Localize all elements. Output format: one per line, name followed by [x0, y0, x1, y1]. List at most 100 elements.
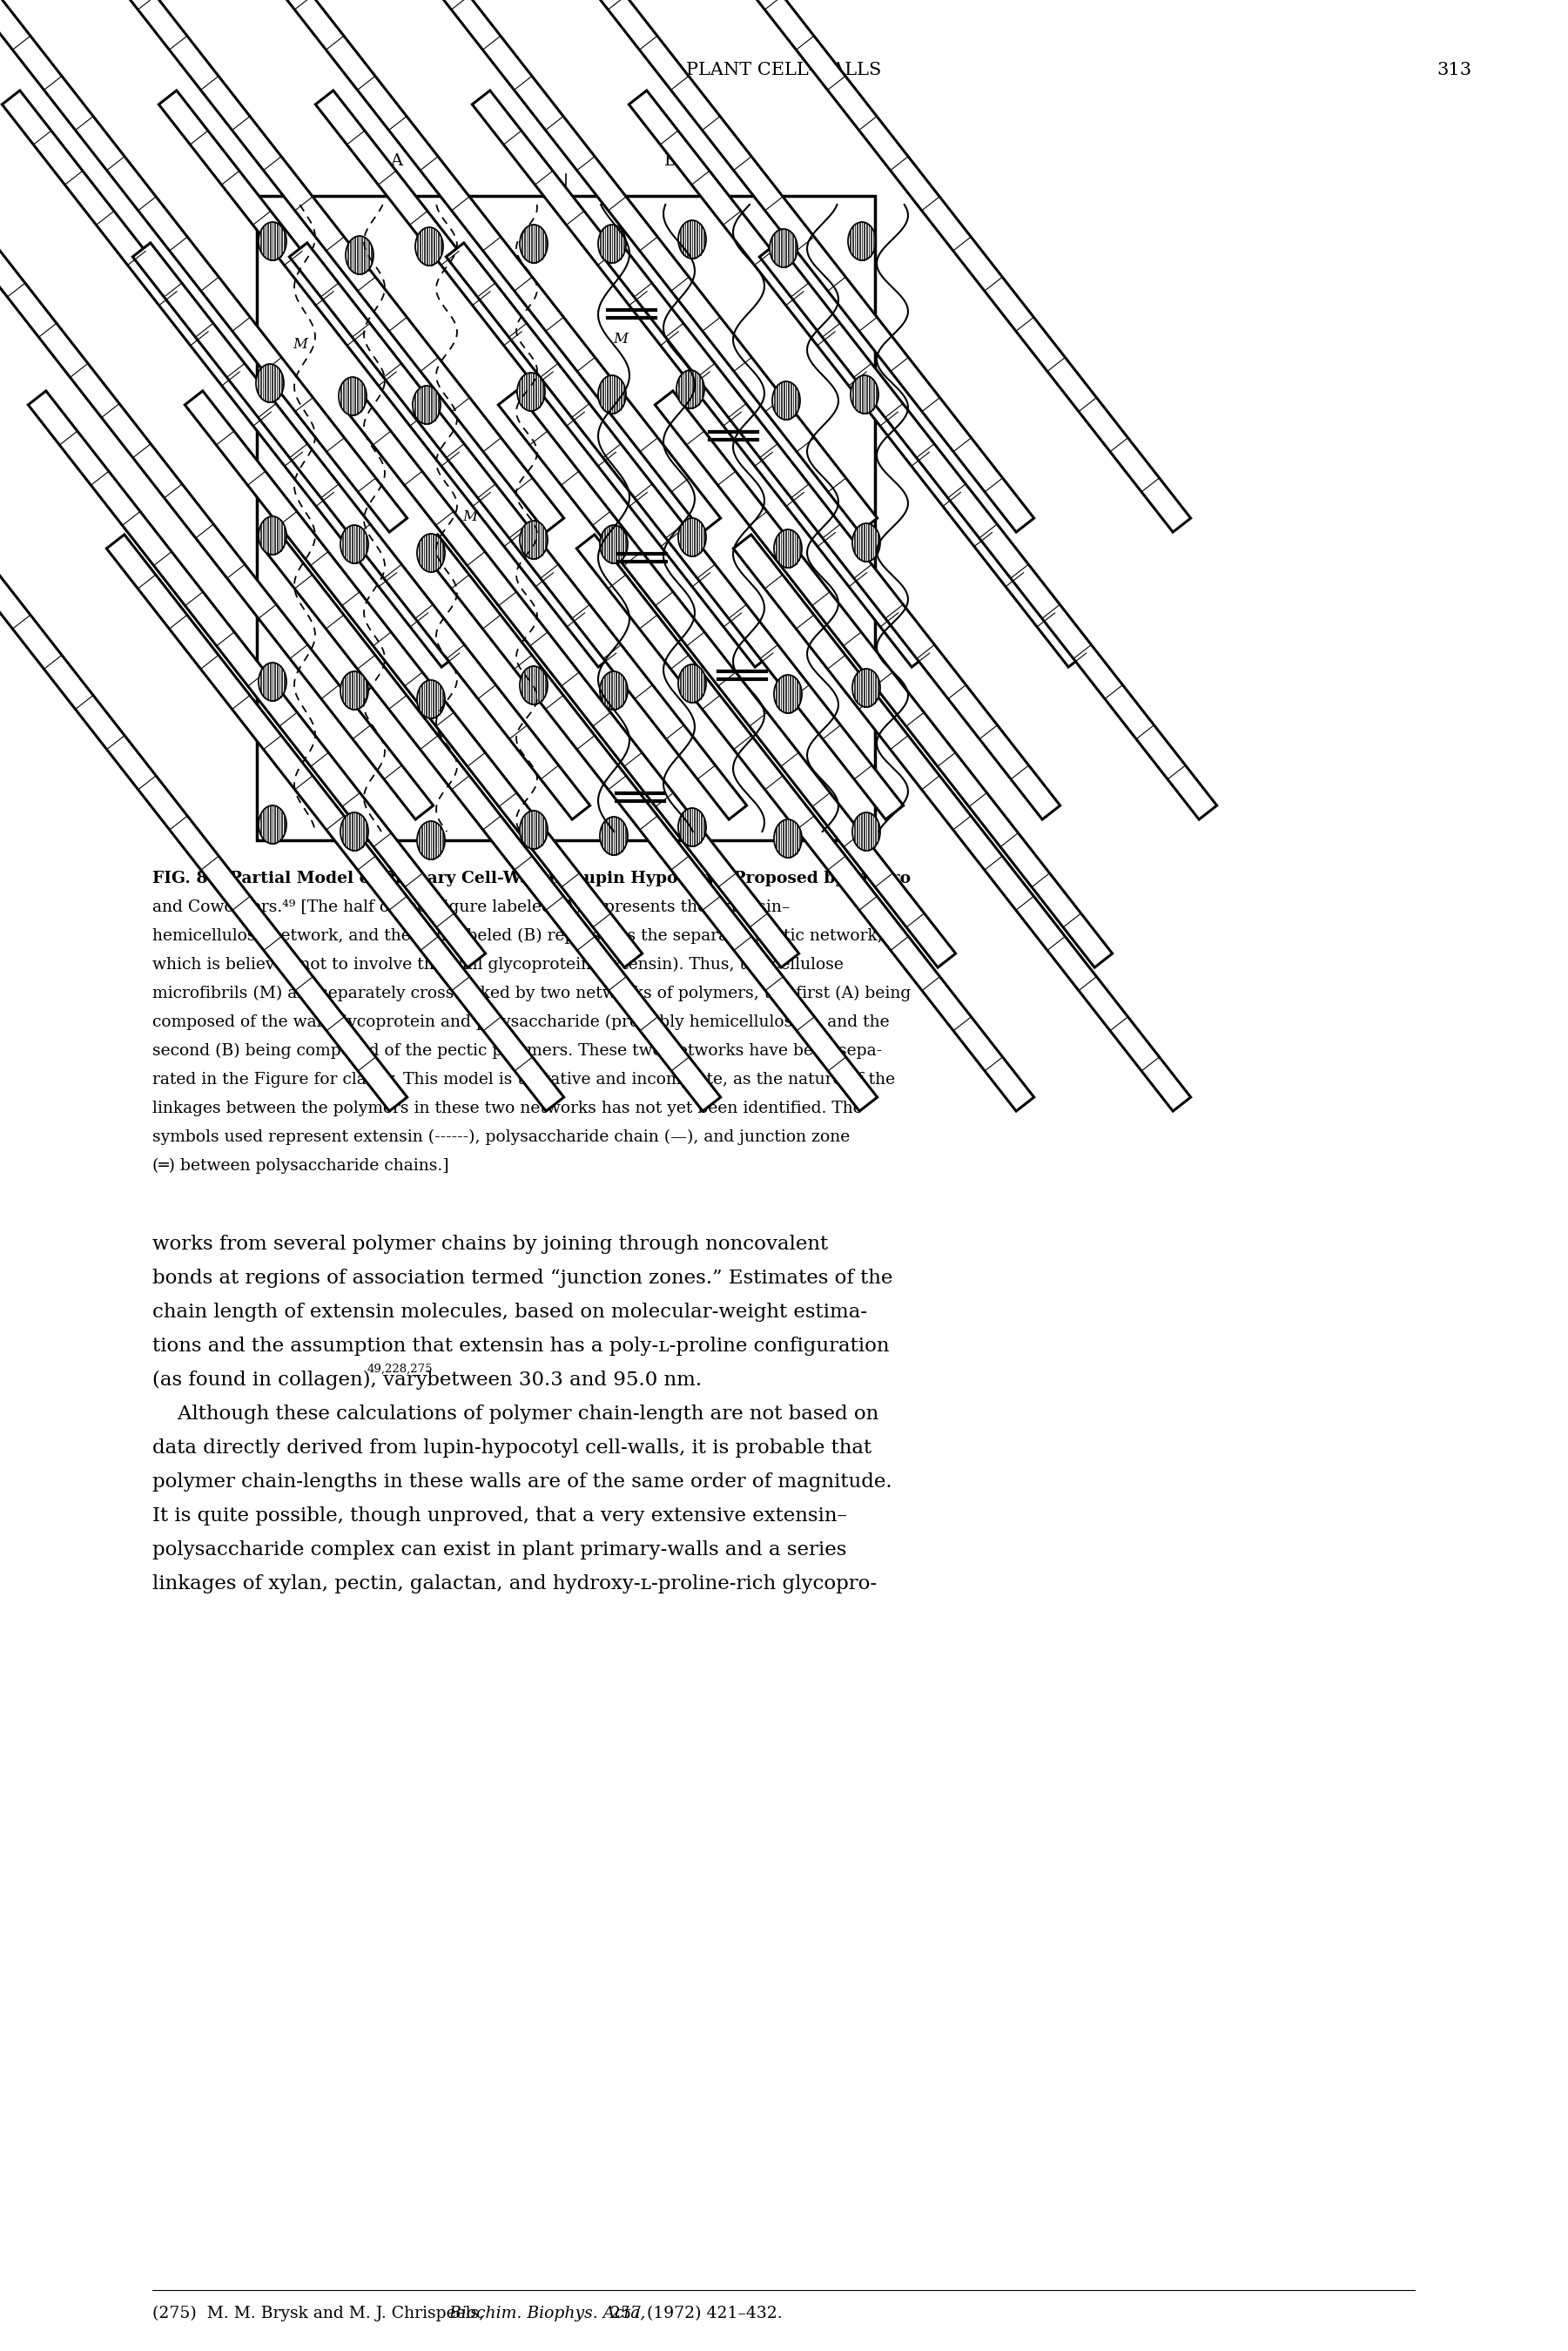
Ellipse shape [339, 376, 367, 416]
Text: linkages between the polymers in these two networks has not yet been identified.: linkages between the polymers in these t… [152, 1100, 862, 1117]
Ellipse shape [848, 221, 877, 261]
Text: 49,228,275: 49,228,275 [367, 1364, 433, 1375]
Text: (═) between polysaccharide chains.]: (═) between polysaccharide chains.] [152, 1159, 448, 1173]
Ellipse shape [679, 665, 706, 703]
Ellipse shape [597, 226, 626, 263]
Ellipse shape [679, 517, 706, 557]
Ellipse shape [259, 806, 287, 844]
Text: polysaccharide complex can exist in plant primary-walls and a series: polysaccharide complex can exist in plan… [152, 1540, 847, 1559]
Polygon shape [420, 0, 878, 531]
Text: bonds at regions of association termed “junction zones.” Estimates of the: bonds at regions of association termed “… [152, 1270, 892, 1288]
Polygon shape [2, 89, 459, 668]
Ellipse shape [340, 813, 368, 851]
Ellipse shape [417, 679, 445, 719]
Polygon shape [263, 534, 721, 1112]
Ellipse shape [597, 376, 626, 414]
Ellipse shape [345, 235, 373, 275]
Text: which is believed not to involve the wall glycoprotein (extensin). Thus, the cel: which is believed not to involve the wal… [152, 957, 844, 973]
Ellipse shape [676, 369, 704, 409]
Ellipse shape [775, 820, 801, 858]
Text: linkages of xylan, pectin, galactan, and hydroxy-ʟ-proline-rich glycopro-: linkages of xylan, pectin, galactan, and… [152, 1575, 877, 1594]
Text: second (B) being composed of the pectic polymers. These two networks have been s: second (B) being composed of the pectic … [152, 1044, 883, 1058]
Text: (275)  M. M. Brysk and M. J. Chrispeels,: (275) M. M. Brysk and M. J. Chrispeels, [152, 2306, 485, 2323]
Polygon shape [107, 534, 564, 1112]
Text: Biochim. Biophys. Acta,: Biochim. Biophys. Acta, [444, 2306, 646, 2320]
Ellipse shape [775, 675, 801, 712]
Text: microfibrils (M) are separately cross-linked by two networks of polymers, the fi: microfibrils (M) are separately cross-li… [152, 985, 911, 1002]
Ellipse shape [519, 520, 547, 560]
Ellipse shape [601, 524, 627, 564]
Polygon shape [655, 390, 1112, 969]
Polygon shape [499, 390, 955, 969]
Ellipse shape [256, 364, 284, 402]
Text: PLANT CELL-WALLS: PLANT CELL-WALLS [685, 61, 881, 78]
Polygon shape [185, 390, 643, 969]
Text: FIG. 8.—Partial Model of Primary Cell-Wall in Lupin Hypocotyl, Proposed by Monro: FIG. 8.—Partial Model of Primary Cell-Wa… [152, 870, 911, 886]
Polygon shape [290, 242, 746, 820]
Text: and Coworkers.⁴⁹ [The half of the Figure labeled (A) represents the extensin–: and Coworkers.⁴⁹ [The half of the Figure… [152, 900, 790, 915]
Text: M: M [463, 508, 478, 524]
Text: rated in the Figure for clarity. This model is tentative and incomplete, as the : rated in the Figure for clarity. This mo… [152, 1072, 895, 1089]
Ellipse shape [259, 517, 287, 555]
Ellipse shape [340, 672, 368, 710]
Ellipse shape [259, 663, 287, 701]
Polygon shape [158, 89, 616, 668]
Ellipse shape [773, 381, 800, 421]
Polygon shape [472, 89, 930, 668]
Polygon shape [28, 390, 486, 969]
Polygon shape [445, 242, 903, 820]
Text: data directly derived from lupin-hypocotyl cell-walls, it is probable that: data directly derived from lupin-hypocot… [152, 1439, 872, 1458]
Text: (as found in collagen), vary: (as found in collagen), vary [152, 1371, 426, 1389]
Text: between 30.3 and 95.0 nm.: between 30.3 and 95.0 nm. [420, 1371, 702, 1389]
Text: M: M [613, 331, 629, 348]
Polygon shape [734, 534, 1190, 1112]
Ellipse shape [853, 668, 880, 708]
Polygon shape [629, 89, 1087, 668]
Text: M: M [293, 336, 307, 350]
Ellipse shape [340, 524, 368, 564]
Polygon shape [342, 390, 800, 969]
Ellipse shape [417, 534, 445, 571]
Text: works from several polymer chains by joining through noncovalent: works from several polymer chains by joi… [152, 1234, 828, 1253]
Ellipse shape [519, 665, 547, 705]
Ellipse shape [259, 221, 287, 261]
Ellipse shape [853, 813, 880, 851]
Polygon shape [107, 0, 564, 531]
Polygon shape [759, 242, 1217, 820]
Polygon shape [263, 0, 721, 531]
Ellipse shape [601, 816, 627, 856]
Ellipse shape [679, 221, 706, 259]
Polygon shape [602, 242, 1060, 820]
Ellipse shape [417, 820, 445, 860]
Ellipse shape [775, 529, 801, 567]
Ellipse shape [416, 228, 444, 266]
Text: 313: 313 [1436, 61, 1471, 78]
Ellipse shape [517, 374, 546, 411]
Text: A: A [390, 153, 403, 169]
Text: 257 (1972) 421–432.: 257 (1972) 421–432. [605, 2306, 782, 2320]
Text: Although these calculations of polymer chain-length are not based on: Although these calculations of polymer c… [152, 1404, 878, 1425]
Bar [257, 195, 875, 839]
Text: polymer chain-lengths in these walls are of the same order of magnitude.: polymer chain-lengths in these walls are… [152, 1472, 892, 1491]
Ellipse shape [853, 524, 880, 562]
Ellipse shape [519, 811, 547, 849]
Polygon shape [420, 534, 878, 1112]
Text: hemicellulose network, and the half labeled (B) represents the separate, pectic : hemicellulose network, and the half labe… [152, 929, 883, 945]
Ellipse shape [679, 809, 706, 846]
Ellipse shape [770, 228, 798, 268]
Text: B: B [665, 153, 677, 169]
Polygon shape [577, 0, 1033, 531]
Text: tions and the assumption that extensin has a poly-ʟ-proline configuration: tions and the assumption that extensin h… [152, 1338, 889, 1357]
Text: It is quite possible, though unproved, that a very extensive extensin–: It is quite possible, though unproved, t… [152, 1507, 847, 1526]
Ellipse shape [519, 226, 547, 263]
Polygon shape [0, 0, 408, 531]
Polygon shape [0, 534, 408, 1112]
Polygon shape [0, 242, 433, 820]
Polygon shape [734, 0, 1190, 531]
Text: composed of the wall glycoprotein and polysaccharide (probably hemicelluloses), : composed of the wall glycoprotein and po… [152, 1013, 889, 1030]
Ellipse shape [412, 386, 441, 423]
Text: symbols used represent extensin (------), polysaccharide chain (—), and junction: symbols used represent extensin (------)… [152, 1128, 850, 1145]
Ellipse shape [601, 672, 627, 710]
Polygon shape [315, 89, 773, 668]
Ellipse shape [850, 376, 878, 414]
